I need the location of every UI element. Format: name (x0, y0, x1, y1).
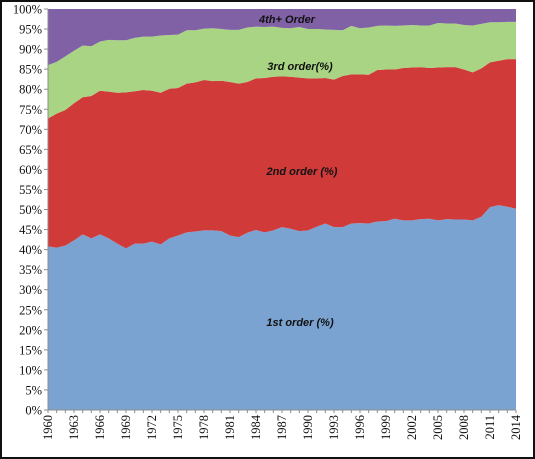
area-layers (48, 9, 516, 410)
y-tick-label: 50% (19, 203, 42, 217)
y-tick-label: 85% (19, 63, 42, 77)
x-tick-label: 1966 (93, 415, 107, 440)
y-tick-label: 30% (19, 283, 42, 297)
y-axis: 0% 5% 10% 15% 20% 25% 30% 35% 40% 45% 50% 55% 60% 65%… (13, 3, 49, 418)
x-tick-label: 1981 (223, 415, 237, 440)
x-tick-label: 1993 (327, 415, 341, 440)
series-label-1st-order: 1st order (%) (266, 317, 334, 329)
y-tick-label: 95% (19, 23, 42, 37)
area-series-3 (48, 21, 516, 119)
x-tick-label: 1978 (197, 415, 211, 440)
x-tick-label: 1960 (41, 415, 55, 440)
x-tick-label: 1990 (301, 415, 315, 440)
x-tick-label: 1999 (379, 415, 393, 440)
x-tick-label: 1996 (353, 415, 367, 440)
x-tick-label: 2005 (431, 415, 445, 440)
x-axis: 1960 1963 1966 1969 1972 1975 1978 1981 1984 1987… (41, 409, 523, 440)
y-tick-label: 65% (19, 143, 42, 157)
y-tick-label: 60% (19, 163, 42, 177)
x-tick-label: 2011 (483, 415, 497, 440)
x-tick-label: 1972 (145, 415, 159, 440)
series-label-2nd-order: 2nd order (%) (266, 166, 338, 178)
area-series-2 (48, 59, 516, 249)
y-tick-label: 0% (25, 404, 42, 418)
y-tick-label: 75% (19, 103, 42, 117)
y-tick-label: 20% (19, 323, 42, 337)
y-tick-label: 45% (19, 223, 42, 237)
y-tick-label: 15% (19, 343, 42, 357)
x-tick-label: 2002 (405, 415, 419, 440)
y-tick-label: 90% (19, 43, 42, 57)
y-tick-label: 5% (25, 383, 42, 397)
x-tick-label: 1987 (275, 415, 289, 440)
y-tick-label: 55% (19, 183, 42, 197)
series-label-4th-order: 4th+ Order (258, 14, 316, 26)
y-tick-label: 40% (19, 243, 42, 257)
x-tick-label: 1975 (171, 415, 185, 440)
y-tick-label: 25% (19, 303, 42, 317)
y-tick-label: 70% (19, 123, 42, 137)
y-tick-label: 80% (19, 83, 42, 97)
series-label-3rd-order: 3rd order(%) (267, 61, 333, 73)
x-tick-label: 1963 (67, 415, 81, 440)
area-series-4 (48, 9, 516, 66)
x-tick-label: 2008 (457, 415, 471, 440)
area-labels: 4th+ Order 3rd order(%) 2nd order (%) 1s… (258, 14, 338, 329)
y-tick-label: 100% (13, 3, 42, 17)
x-tick-label: 1969 (119, 415, 133, 440)
y-tick-label: 10% (19, 363, 42, 377)
y-tick-label: 35% (19, 263, 42, 277)
area-series-1 (48, 205, 516, 410)
x-tick-label: 2014 (509, 414, 523, 440)
x-tick-label: 1984 (249, 414, 263, 440)
